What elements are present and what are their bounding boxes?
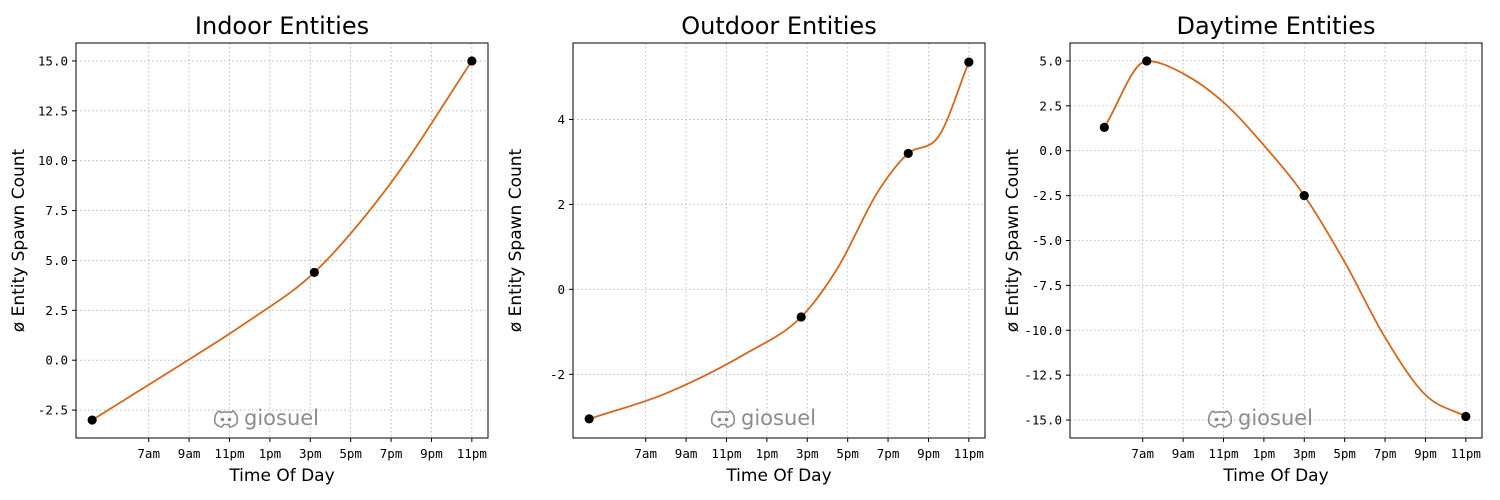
data-point — [467, 56, 477, 66]
y-tick-label: -7.5 — [1032, 278, 1062, 293]
data-point — [1099, 122, 1109, 132]
data-point — [796, 312, 806, 322]
watermark: giosuel — [710, 406, 816, 430]
discord-icon — [213, 410, 239, 428]
x-tick-label: 1pm — [756, 446, 779, 461]
y-tick-label: 5.0 — [45, 253, 68, 268]
y-tick-label: 4 — [557, 112, 565, 127]
y-tick-label: -2.5 — [1032, 188, 1062, 203]
x-tick-label: 9pm — [917, 446, 940, 461]
series-line — [91, 60, 473, 421]
y-tick-label: 2.5 — [1039, 98, 1062, 113]
x-tick-label: 11pm — [1451, 446, 1481, 461]
watermark: giosuel — [213, 406, 319, 430]
x-tick-label: 7am — [634, 446, 657, 461]
plot-frame — [75, 42, 489, 439]
x-tick-label: 5pm — [339, 446, 362, 461]
discord-icon — [1207, 410, 1233, 428]
data-point — [903, 148, 913, 159]
series-line — [1103, 60, 1467, 418]
y-tick-label: 0.0 — [1039, 143, 1062, 158]
x-tick-label: 5pm — [836, 446, 859, 461]
y-tick-label: 2.5 — [45, 303, 68, 318]
data-point — [1142, 56, 1152, 66]
y-axis-label: ø Entity Spawn Count — [9, 148, 29, 332]
x-tick-label: 9pm — [1414, 446, 1437, 461]
x-tick-label: 7pm — [877, 446, 900, 461]
x-tick-label: 9am — [675, 446, 698, 461]
x-tick-label: 7am — [137, 446, 160, 461]
x-axis-label: Time Of Day — [1222, 466, 1328, 486]
x-tick-label: 3pm — [1293, 446, 1316, 461]
chart-title: Outdoor Entities — [681, 12, 876, 40]
y-tick-label: 5.0 — [1039, 53, 1062, 68]
chart-title: Daytime Entities — [1176, 12, 1375, 40]
x-tick-label: 11pm — [1208, 446, 1238, 461]
x-tick-label: 7am — [1131, 446, 1154, 461]
x-tick-label: 1pm — [259, 446, 282, 461]
chart-title: Indoor Entities — [195, 12, 369, 40]
x-tick-label: 9am — [1172, 446, 1195, 461]
panel-indoor: Indoor Entities 7am 9am 11pm 1pm 3pm 5pm 7pm 9pm… — [9, 12, 489, 486]
grid — [1070, 43, 1482, 438]
y-tick-label: 0.0 — [45, 353, 68, 368]
plot-frame — [1069, 42, 1483, 439]
y-tick-label: 10.0 — [38, 153, 68, 168]
watermark-text: giosuel — [244, 406, 319, 430]
data-point — [584, 414, 594, 424]
x-tick-label: 9am — [178, 446, 201, 461]
x-tick-label: 9pm — [420, 446, 443, 461]
x-tick-label: 3pm — [796, 446, 819, 461]
discord-icon — [710, 410, 736, 428]
x-tick-label: 7pm — [380, 446, 403, 461]
x-tick-label: 1pm — [1253, 446, 1276, 461]
y-tick-label: -5.0 — [1032, 233, 1062, 248]
data-point — [1299, 191, 1309, 201]
y-tick-label: 0 — [557, 282, 565, 297]
y-tick-label: 7.5 — [45, 203, 68, 218]
x-tick-label: 11pm — [214, 446, 244, 461]
data-point — [309, 267, 319, 278]
data-point — [87, 415, 97, 425]
grid — [76, 43, 488, 438]
x-axis-label: Time Of Day — [228, 466, 334, 486]
watermark: giosuel — [1207, 406, 1313, 430]
y-tick-label: -10.0 — [1024, 323, 1062, 338]
x-tick-label: 11pm — [711, 446, 741, 461]
y-tick-label: -12.5 — [1024, 368, 1062, 383]
series-line — [588, 61, 970, 420]
x-tick-label: 11pm — [954, 446, 984, 461]
y-tick-label: -2.5 — [38, 403, 68, 418]
x-tick-label: 5pm — [1333, 446, 1356, 461]
grid — [573, 43, 985, 438]
y-tick-label: 2 — [557, 197, 565, 212]
watermark-text: giosuel — [741, 406, 816, 430]
panel-outdoor: Outdoor Entities 7am 9am 11pm 1pm 3pm 5pm 7pm 9p… — [506, 12, 986, 486]
y-tick-label: -2 — [550, 367, 565, 382]
x-tick-label: 7pm — [1374, 446, 1397, 461]
x-axis-label: Time Of Day — [725, 466, 831, 486]
plot-frame — [572, 42, 986, 439]
watermark-text: giosuel — [1238, 406, 1313, 430]
panel-daytime: Daytime Entities 7am 9am 11pm 1pm 3pm 5pm 7pm 9p… — [1003, 12, 1483, 486]
y-tick-label: -15.0 — [1024, 413, 1062, 428]
x-tick-label: 3pm — [299, 446, 322, 461]
data-point — [1461, 411, 1471, 422]
y-axis-label: ø Entity Spawn Count — [506, 148, 526, 332]
x-tick-label: 11pm — [457, 446, 487, 461]
y-tick-label: 12.5 — [38, 103, 68, 118]
y-tick-label: 15.0 — [38, 53, 68, 68]
y-axis-label: ø Entity Spawn Count — [1003, 148, 1023, 332]
data-point — [964, 57, 974, 67]
